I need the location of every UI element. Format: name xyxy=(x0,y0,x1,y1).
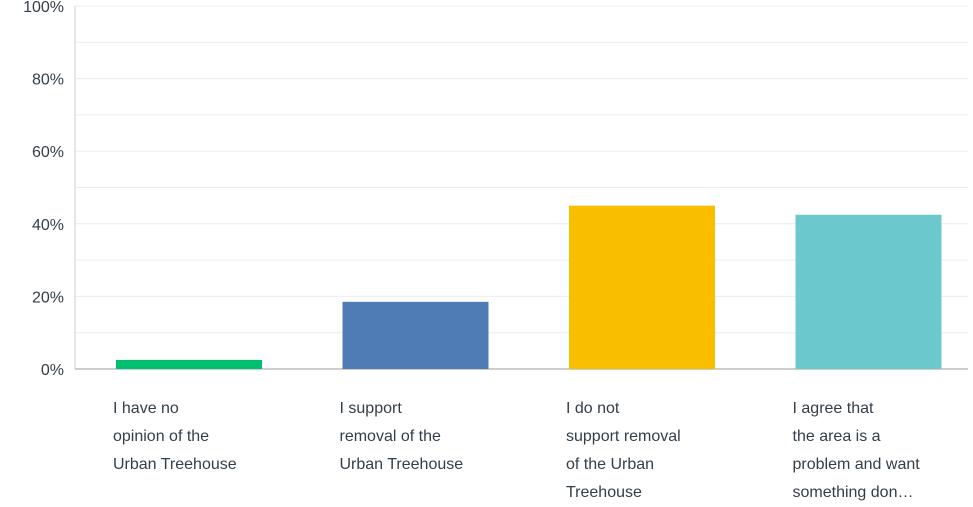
x-category-label-line: I have no xyxy=(113,400,179,417)
x-category-label-line: opinion of the xyxy=(113,428,209,445)
x-category-label-line: I do not xyxy=(566,400,620,417)
grid-lines xyxy=(75,5,968,334)
y-tick-label: 20% xyxy=(32,289,64,306)
y-axis-tick-labels: 0% 20% 40% 60% 80% 100% xyxy=(23,0,64,379)
x-category-label-line: something don… xyxy=(793,484,914,501)
x-category-label-line: the area is a xyxy=(793,428,881,445)
x-category-label-line: Urban Treehouse xyxy=(340,456,464,473)
x-category-label-line: problem and want xyxy=(793,456,921,473)
y-tick-label: 40% xyxy=(32,217,64,234)
x-category-label-line: I support xyxy=(340,400,403,417)
bar xyxy=(795,214,942,369)
y-tick-label: 0% xyxy=(41,362,64,379)
x-category-label-line: of the Urban xyxy=(566,456,654,473)
bar xyxy=(342,301,489,369)
x-category-label-line: Urban Treehouse xyxy=(113,456,237,473)
x-category-label-line: removal of the xyxy=(340,428,441,445)
bar xyxy=(116,359,262,369)
x-category-label-line: I agree that xyxy=(793,400,875,417)
y-tick-label: 80% xyxy=(32,72,64,89)
y-tick-label: 60% xyxy=(32,144,64,161)
bars xyxy=(116,205,942,369)
x-category-label-line: Treehouse xyxy=(566,484,642,501)
y-tick-label: 100% xyxy=(23,0,64,16)
x-category-label-line: support removal xyxy=(566,428,681,445)
x-axis-category-labels: I have no opinion of the Urban Treehouse I … xyxy=(113,400,920,501)
bar xyxy=(569,205,715,369)
